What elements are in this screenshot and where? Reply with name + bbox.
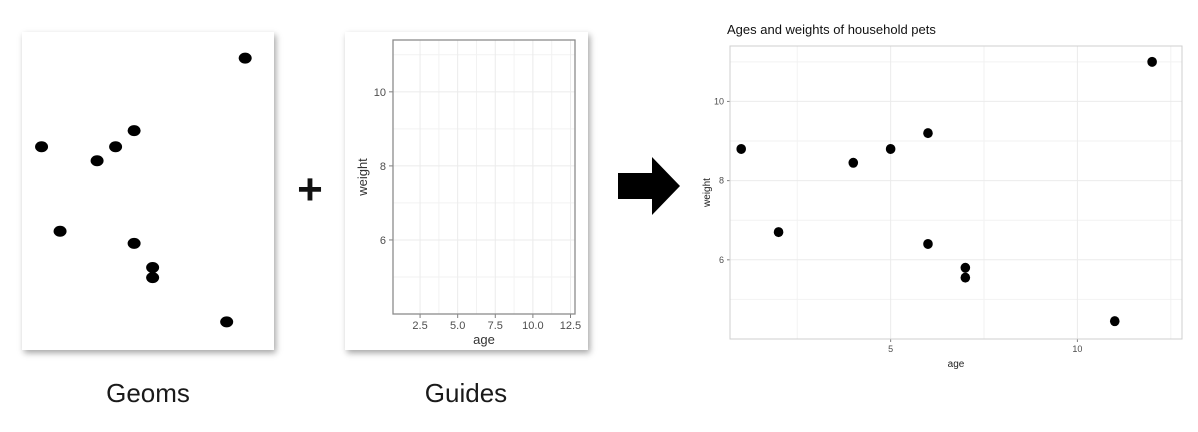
x-tick-label: 12.5 bbox=[560, 320, 581, 332]
data-point bbox=[923, 238, 933, 249]
data-point bbox=[127, 237, 141, 249]
x-tick-label: 5 bbox=[888, 344, 893, 354]
chart-title: Ages and weights of household pets bbox=[727, 22, 936, 37]
data-point bbox=[146, 272, 160, 284]
x-axis-label: age bbox=[948, 359, 965, 370]
arrow-right-icon bbox=[618, 157, 680, 215]
guides-plot: 2.5 5.0 7.5 10.0 12.5 6 8 10 age weight bbox=[355, 39, 581, 347]
x-tick-label: 2.5 bbox=[412, 320, 427, 332]
y-tick-label: 6 bbox=[380, 235, 386, 247]
geoms-panel bbox=[22, 32, 274, 350]
plus-sign: + bbox=[297, 165, 323, 214]
guides-caption: Guides bbox=[424, 378, 508, 408]
data-point bbox=[885, 143, 896, 154]
data-point bbox=[146, 262, 160, 274]
data-point bbox=[1147, 56, 1157, 67]
data-point bbox=[90, 155, 104, 167]
geoms-caption: Geoms bbox=[106, 378, 190, 408]
y-tick-label: 10 bbox=[374, 87, 386, 99]
x-tick-label: 10.0 bbox=[522, 320, 543, 332]
data-point bbox=[238, 52, 252, 64]
y-tick-label: 8 bbox=[719, 176, 724, 186]
data-point bbox=[960, 262, 971, 273]
geoms-plot bbox=[35, 52, 252, 328]
data-point bbox=[736, 143, 747, 154]
y-tick-label: 8 bbox=[380, 161, 386, 173]
data-point bbox=[1109, 316, 1120, 327]
data-point bbox=[53, 225, 67, 237]
plot-border bbox=[729, 45, 1183, 340]
data-point bbox=[923, 128, 933, 139]
plot-border bbox=[392, 39, 576, 315]
data-point bbox=[127, 125, 141, 137]
data-point bbox=[109, 141, 123, 153]
x-tick-label: 5.0 bbox=[450, 320, 465, 332]
guides-panel: 2.5 5.0 7.5 10.0 12.5 6 8 10 age weight bbox=[345, 32, 588, 350]
x-tick-label: 10 bbox=[1072, 344, 1082, 354]
result-plot: Ages and weights of household pets 5 10 6 8 1… bbox=[702, 22, 1183, 370]
data-point bbox=[848, 157, 859, 168]
y-tick-label: 6 bbox=[719, 255, 724, 265]
data-point bbox=[960, 272, 971, 283]
x-axis-label: age bbox=[473, 332, 495, 347]
data-point bbox=[773, 227, 784, 238]
y-tick-label: 10 bbox=[714, 96, 724, 106]
x-tick-label: 7.5 bbox=[488, 320, 503, 332]
y-axis-label: weight bbox=[702, 178, 713, 208]
data-point bbox=[220, 316, 234, 328]
data-point bbox=[35, 141, 49, 153]
y-axis-label: weight bbox=[355, 158, 370, 197]
